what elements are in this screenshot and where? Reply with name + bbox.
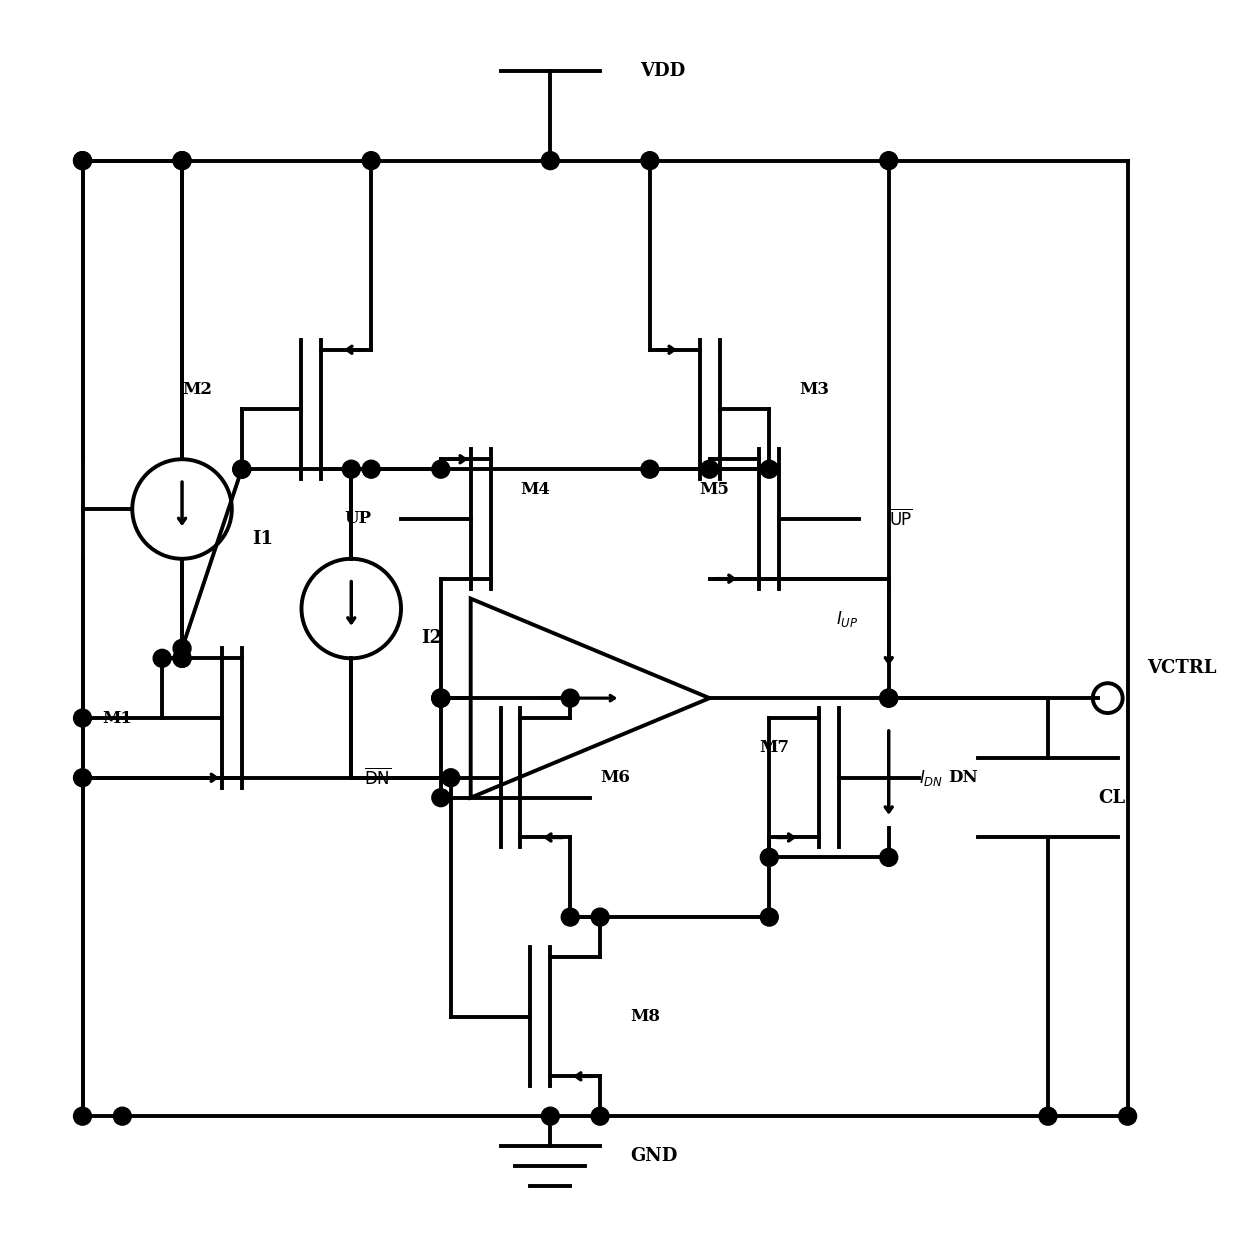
Circle shape [362,460,381,479]
Circle shape [174,649,191,667]
Text: I2: I2 [420,630,441,647]
Circle shape [880,849,898,866]
Circle shape [760,849,779,866]
Circle shape [73,152,92,169]
Text: M3: M3 [799,381,830,398]
Text: M7: M7 [759,740,789,756]
Circle shape [562,689,579,708]
Text: DN: DN [949,769,978,787]
Text: UP: UP [345,511,371,527]
Circle shape [1039,1107,1056,1126]
Text: $\overline{\mathrm{UP}}$: $\overline{\mathrm{UP}}$ [889,508,913,529]
Circle shape [174,152,191,169]
Circle shape [641,152,658,169]
Text: I1: I1 [252,529,273,548]
Circle shape [73,709,92,727]
Circle shape [174,640,191,657]
Text: GND: GND [630,1147,677,1165]
Circle shape [760,460,779,479]
Circle shape [73,769,92,787]
Text: M1: M1 [103,710,133,726]
Text: VDD: VDD [640,62,686,80]
Circle shape [760,908,779,927]
Circle shape [154,649,171,667]
Text: VCTRL: VCTRL [1147,659,1216,678]
Text: M6: M6 [600,769,630,787]
Circle shape [880,689,898,708]
Circle shape [342,460,360,479]
Circle shape [113,1107,131,1126]
Circle shape [233,460,250,479]
Circle shape [432,460,450,479]
Circle shape [591,1107,609,1126]
Circle shape [542,1107,559,1126]
Circle shape [1118,1107,1137,1126]
Text: M2: M2 [182,381,212,398]
Circle shape [641,460,658,479]
Circle shape [432,689,450,708]
Text: M8: M8 [630,1008,660,1025]
Text: CL: CL [1097,789,1125,807]
Circle shape [73,152,92,169]
Circle shape [542,152,559,169]
Circle shape [880,152,898,169]
Circle shape [591,908,609,927]
Text: $I_{UP}$: $I_{UP}$ [837,609,859,628]
Text: M5: M5 [699,481,729,497]
Circle shape [432,789,450,807]
Circle shape [562,908,579,927]
Circle shape [432,689,450,708]
Circle shape [362,152,381,169]
Circle shape [701,460,718,479]
Circle shape [441,769,460,787]
Circle shape [880,689,898,708]
Circle shape [174,152,191,169]
Text: $I_{DN}$: $I_{DN}$ [919,768,942,788]
Text: $\overline{\mathrm{DN}}$: $\overline{\mathrm{DN}}$ [363,767,391,788]
Circle shape [432,689,450,708]
Circle shape [174,649,191,667]
Text: M4: M4 [521,481,551,497]
Circle shape [73,1107,92,1126]
Circle shape [233,460,250,479]
